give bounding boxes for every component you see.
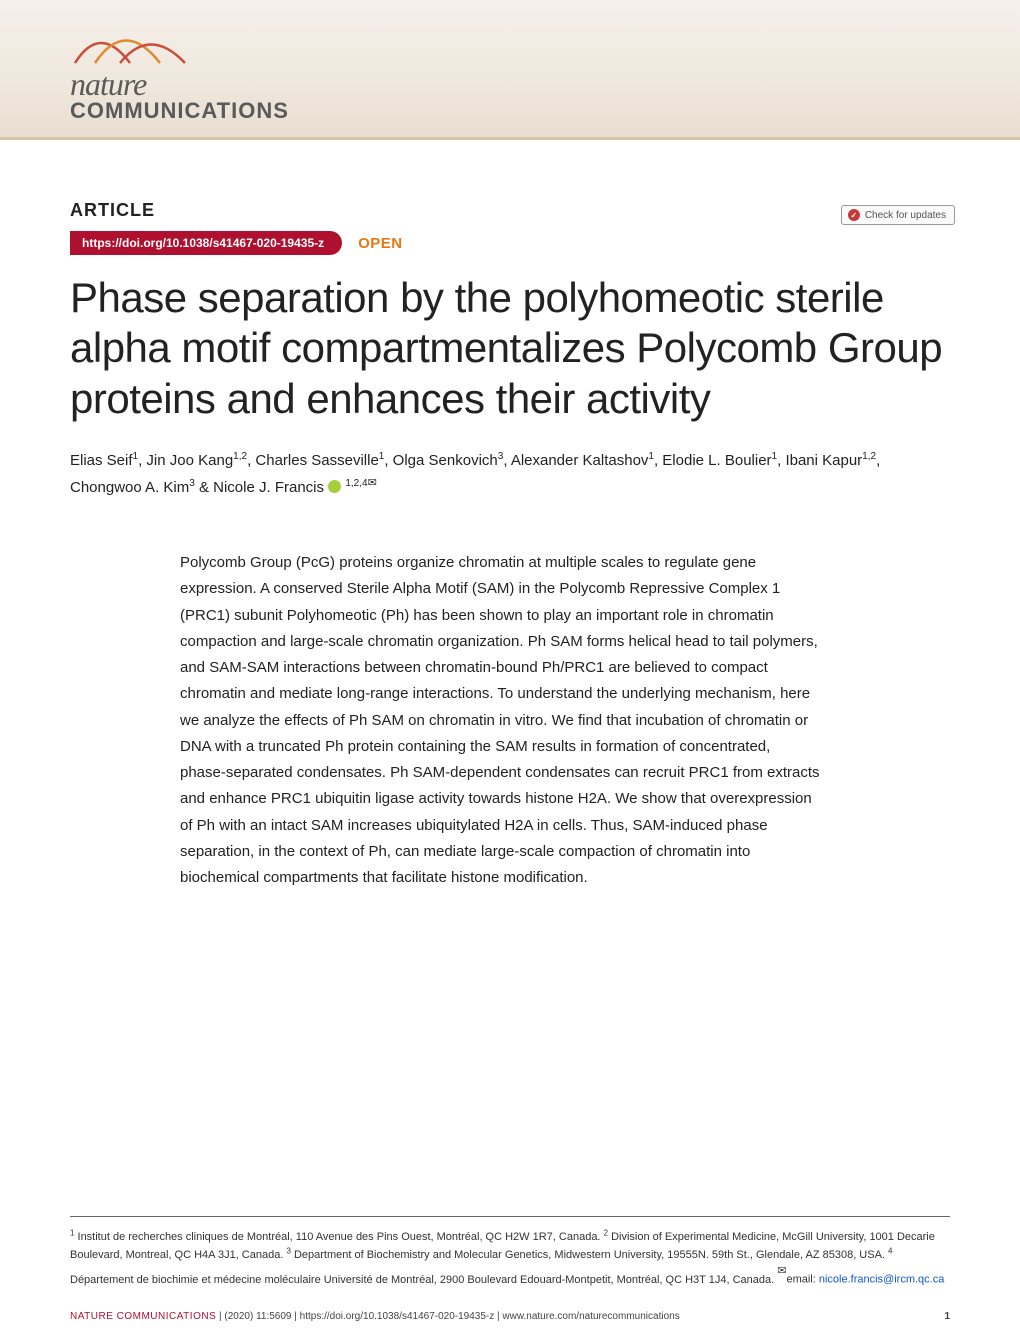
footer-citation: NATURE COMMUNICATIONS | (2020) 11:5609 |… (70, 1311, 680, 1322)
page-footer: NATURE COMMUNICATIONS | (2020) 11:5609 |… (70, 1311, 950, 1322)
affiliations-text: 1 Institut de recherches cliniques de Mo… (70, 1227, 950, 1288)
email-label: email: (786, 1274, 818, 1286)
author-names: Elias Seif1, Jin Joo Kang1,2, Charles Sa… (70, 452, 880, 496)
affiliations-block: 1 Institut de recherches cliniques de Mo… (70, 1216, 950, 1288)
footer-journal: NATURE COMMUNICATIONS (70, 1311, 216, 1322)
doi-link[interactable]: https://doi.org/10.1038/s41467-020-19435… (70, 231, 342, 255)
check-updates-button[interactable]: ✓ Check for updates (841, 205, 955, 225)
abstract-text: Polycomb Group (PcG) proteins organize c… (180, 550, 820, 891)
logo-line2: COMMUNICATIONS (70, 100, 289, 122)
article-content: ARTICLE https://doi.org/10.1038/s41467-0… (0, 140, 1020, 921)
check-updates-label: Check for updates (865, 210, 946, 221)
logo-arcs-icon (70, 18, 190, 68)
footer-citation-text: | (2020) 11:5609 | https://doi.org/10.10… (216, 1311, 679, 1322)
corresponding-affil-sup: 1,2,4 (345, 478, 367, 489)
logo-text: nature COMMUNICATIONS (70, 68, 289, 122)
article-type-label: ARTICLE (70, 200, 950, 221)
open-access-label: OPEN (358, 235, 403, 252)
logo-line1: nature (70, 68, 289, 100)
corresponding-email-link[interactable]: nicole.francis@ircm.qc.ca (819, 1274, 944, 1286)
doi-row: https://doi.org/10.1038/s41467-020-19435… (70, 231, 950, 255)
author-list: Elias Seif1, Jin Joo Kang1,2, Charles Sa… (70, 448, 950, 500)
envelope-icon: ✉ (368, 474, 377, 493)
journal-logo: nature COMMUNICATIONS (70, 18, 289, 122)
article-title: Phase separation by the polyhomeotic ste… (70, 273, 950, 424)
orcid-icon[interactable] (328, 480, 341, 493)
page-number: 1 (944, 1311, 950, 1322)
journal-header-bar: nature COMMUNICATIONS (0, 0, 1020, 140)
check-updates-icon: ✓ (848, 209, 860, 221)
